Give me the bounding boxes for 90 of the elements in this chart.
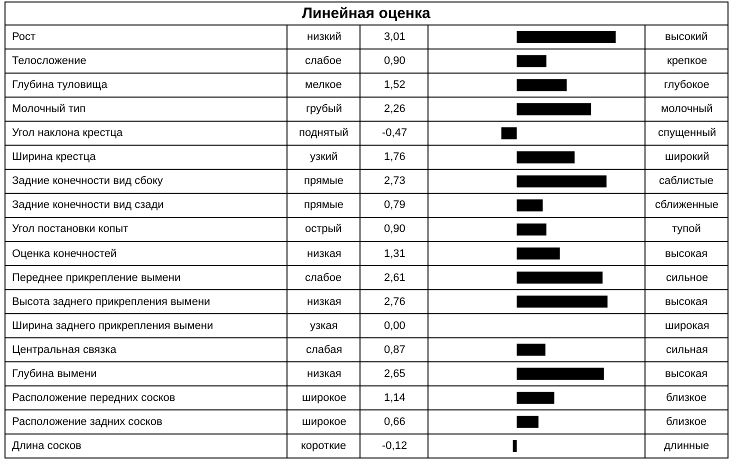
bar bbox=[516, 175, 607, 188]
data-label: 1,52 bbox=[384, 79, 406, 91]
chart-title: Линейная оценка bbox=[302, 5, 431, 22]
data-label: 0,00 bbox=[384, 320, 406, 332]
bar bbox=[516, 103, 592, 116]
text: близкое bbox=[666, 392, 707, 404]
data-label: 2,76 bbox=[384, 296, 406, 308]
text: низкая bbox=[307, 248, 342, 260]
y-tick-label: Рост bbox=[12, 31, 36, 43]
data-label: 2,73 bbox=[384, 175, 406, 187]
y-tick-label: Ширина крестца bbox=[12, 151, 97, 163]
y-tick-label: Переднее прикрепление вымени bbox=[12, 272, 181, 284]
data-label: -0,12 bbox=[382, 440, 408, 452]
text: высокая bbox=[665, 248, 708, 260]
bar bbox=[516, 392, 554, 404]
y-tick-label: Высота заднего прикрепления вымени bbox=[12, 296, 210, 308]
text: высокий bbox=[665, 31, 708, 43]
y-tick-label: Длина сосков bbox=[12, 440, 82, 452]
text: поднятый bbox=[299, 127, 348, 139]
text: высокая bbox=[665, 296, 708, 308]
text: саблистые bbox=[659, 175, 714, 187]
text: широкий bbox=[665, 151, 710, 163]
data-label: 1,31 bbox=[384, 248, 406, 260]
data-label: 0,79 bbox=[384, 199, 406, 211]
text: острый bbox=[305, 223, 342, 235]
text: длинные bbox=[664, 440, 710, 452]
text: широкое bbox=[302, 416, 346, 428]
text: сильное bbox=[666, 272, 708, 284]
bar bbox=[501, 127, 517, 140]
text: прямые bbox=[304, 175, 344, 187]
bar bbox=[516, 199, 543, 212]
bar bbox=[516, 151, 575, 164]
y-tick-label: Угол постановки копыт bbox=[12, 223, 128, 235]
y-tick-label: Ширина заднего прикрепления вымени bbox=[12, 320, 214, 332]
text: низкая bbox=[307, 368, 342, 380]
data-label: 0,90 bbox=[384, 55, 406, 67]
text: глубокое bbox=[664, 79, 710, 91]
y-tick-label: Угол наклона крестца bbox=[12, 127, 124, 139]
y-tick-label: Молочный тип bbox=[12, 103, 86, 115]
data-label: 3,01 bbox=[384, 31, 406, 43]
bar bbox=[516, 248, 560, 260]
y-tick-label: Расположение задних сосков bbox=[12, 416, 162, 428]
y-tick-label: Глубина вымени bbox=[12, 368, 97, 380]
bar bbox=[516, 272, 603, 284]
y-tick-label: Оценка конечностей bbox=[12, 248, 117, 260]
text: мелкое bbox=[305, 79, 342, 91]
text: широкое bbox=[302, 392, 346, 404]
text: сближенные bbox=[655, 199, 719, 211]
y-tick-label: Центральная связка bbox=[12, 344, 118, 356]
text: грубый bbox=[306, 103, 342, 115]
bar bbox=[516, 31, 616, 44]
text: сильная bbox=[666, 344, 708, 356]
data-label: 2,26 bbox=[384, 103, 406, 115]
bar bbox=[516, 344, 546, 356]
bar bbox=[516, 55, 546, 68]
text: молочный bbox=[661, 103, 713, 115]
data-label: 2,61 bbox=[384, 272, 406, 284]
y-tick-label: Задние конечности вид сбоку bbox=[12, 175, 164, 187]
text: спущенный bbox=[658, 127, 716, 139]
data-label: 0,87 bbox=[384, 344, 406, 356]
data-label: 2,65 bbox=[384, 368, 406, 380]
text: узкая bbox=[310, 320, 338, 332]
data-label: 1,14 bbox=[384, 392, 406, 404]
data-label: 0,90 bbox=[384, 223, 406, 235]
text: широкая bbox=[665, 320, 710, 332]
y-tick-label: Расположение передних сосков bbox=[12, 392, 176, 404]
bar bbox=[516, 79, 567, 92]
data-label: 1,76 bbox=[384, 151, 406, 163]
text: тупой bbox=[672, 223, 701, 235]
data-label: -0,47 bbox=[382, 127, 408, 139]
y-tick-label: Задние конечности вид сзади bbox=[12, 199, 164, 211]
data-label: 0,66 bbox=[384, 416, 406, 428]
text: слабое bbox=[305, 272, 342, 284]
text: низкий bbox=[307, 31, 342, 43]
text: узкий bbox=[310, 151, 338, 163]
text: высокая bbox=[665, 368, 708, 380]
text: короткие bbox=[301, 440, 346, 452]
bar bbox=[516, 416, 538, 428]
text: низкая bbox=[307, 296, 342, 308]
y-tick-label: Телосложение bbox=[12, 55, 86, 67]
text: крепкое bbox=[667, 55, 708, 67]
text: прямые bbox=[304, 199, 344, 211]
text: слабое bbox=[305, 55, 342, 67]
bar bbox=[516, 223, 546, 236]
y-tick-label: Глубина туловища bbox=[12, 79, 108, 91]
bar bbox=[512, 440, 517, 452]
text: слабая bbox=[306, 344, 342, 356]
bar bbox=[516, 296, 608, 308]
bar bbox=[516, 368, 604, 380]
text: близкое bbox=[666, 416, 707, 428]
